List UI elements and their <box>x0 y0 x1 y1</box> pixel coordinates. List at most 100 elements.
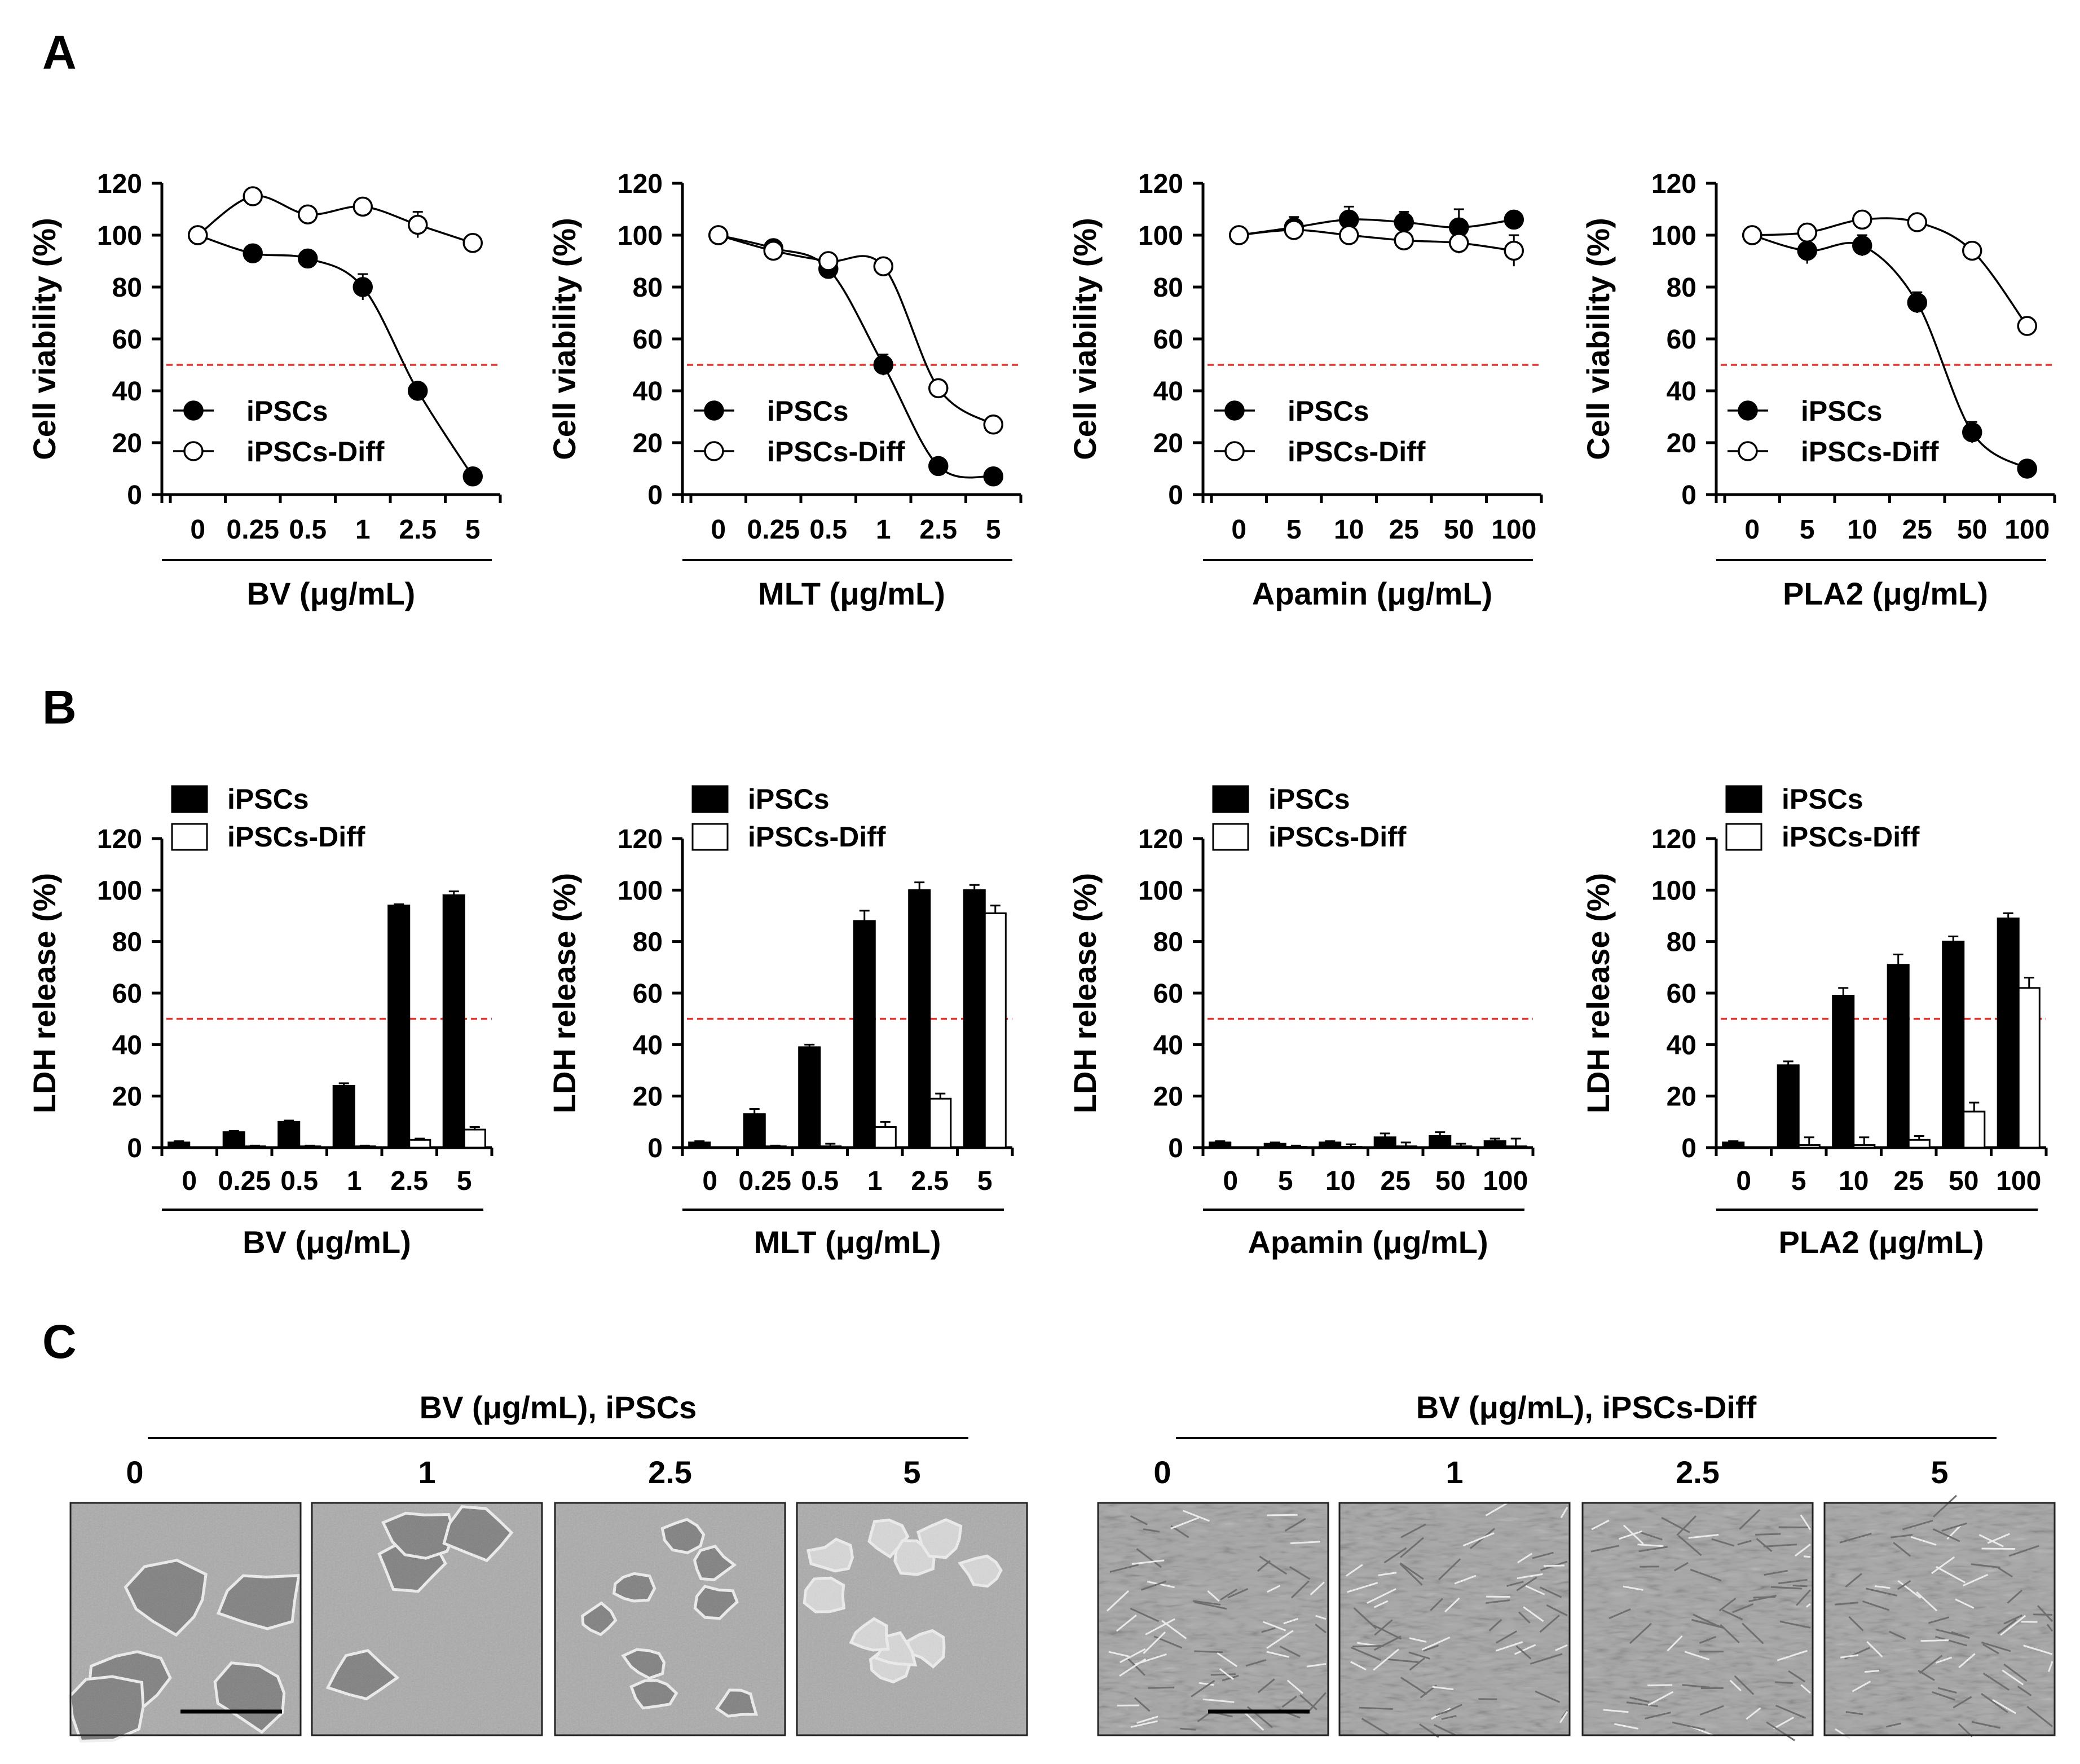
cell-fiber <box>1543 1564 1565 1567</box>
cell-fiber <box>1992 1699 2017 1714</box>
cell-fiber <box>1261 1627 1276 1633</box>
micrograph-dose-label: 1 <box>1446 1454 1463 1490</box>
cell-fiber <box>1257 1678 1275 1694</box>
cell-fiber <box>1794 1544 1811 1557</box>
cell-fiber <box>1517 1553 1533 1564</box>
cell-fiber <box>1691 1619 1725 1629</box>
point-ipscs-diff-0 <box>708 225 729 245</box>
cell-fiber <box>1143 1528 1160 1533</box>
point-ipscs-diff-1 <box>873 256 893 276</box>
point-ipscs-diff-100 <box>1504 240 1524 261</box>
cell-fiber <box>1626 1701 1658 1708</box>
cell-fiber <box>1373 1600 1389 1608</box>
y-tick-label: 100 <box>97 221 142 251</box>
x-axis-label: PLA2 (μg/mL) <box>1783 576 1988 611</box>
y-axis-label: LDH release (%) <box>1580 873 1616 1113</box>
cell-fiber <box>1722 1609 1743 1621</box>
cell-fiber <box>2003 1615 2023 1625</box>
cell-fiber <box>1130 1515 1148 1525</box>
cell-fiber <box>1865 1587 1897 1597</box>
cell-fiber <box>1981 1692 2008 1713</box>
cell-fiber <box>1310 1581 1325 1595</box>
legend-label-ipscs-diff: iPSCs-Diff <box>246 436 385 468</box>
point-ipscs-diff-5 <box>1284 220 1304 240</box>
legend-label-ipscs: iPSCs <box>246 395 328 427</box>
x-tick-label: 0 <box>1223 1166 1238 1196</box>
y-tick-label: 40 <box>1667 377 1696 407</box>
point-ipscs-diff-10 <box>1339 225 1359 245</box>
legend-label-ipscs: iPSCs <box>1782 783 1863 815</box>
cell-fiber <box>1699 1635 1716 1644</box>
cell-fiber <box>1932 1691 1955 1701</box>
micrograph-fibroblast-like-5 <box>1823 1494 2056 1739</box>
cell-fiber <box>1852 1681 1871 1692</box>
cell-fiber <box>1937 1687 1957 1694</box>
y-tick-label: 100 <box>97 876 142 906</box>
legend-swatch-ipscs <box>1212 785 1249 813</box>
cell-fiber <box>1266 1630 1294 1649</box>
micrograph-border <box>1823 1502 2056 1736</box>
y-tick-label: 80 <box>633 273 663 303</box>
x-axis-label: Apamin (μg/mL) <box>1252 576 1492 611</box>
cell-fiber <box>2026 1705 2053 1727</box>
cell-fiber <box>1629 1622 1652 1644</box>
cell-fiber <box>1936 1566 1966 1584</box>
cell-fiber <box>1609 1608 1631 1620</box>
y-tick-label: 20 <box>1667 429 1696 458</box>
cell-fiber <box>1982 1643 1999 1655</box>
point-ipscs-diff-0-5 <box>818 251 839 271</box>
cell-fiber <box>1385 1658 1419 1663</box>
bar-ipscs-5 <box>1777 1064 1800 1149</box>
legend-label-ipscs: iPSCs <box>748 783 830 815</box>
cell-fiber <box>1299 1694 1317 1710</box>
cell-fiber <box>1485 1501 1510 1516</box>
cell-fiber <box>1778 1578 1808 1585</box>
y-tick-label: 60 <box>1667 979 1696 1009</box>
y-tick-label: 60 <box>1153 325 1183 355</box>
cell-fiber <box>1136 1716 1158 1724</box>
micrograph-fibroblast-like-1 <box>1338 1501 1571 1738</box>
x-tick-label: 2.5 <box>390 1166 428 1196</box>
cell-fiber <box>1378 1572 1397 1576</box>
cell-fiber <box>1729 1679 1742 1692</box>
point-ipscs-diff-5 <box>1797 222 1817 243</box>
y-tick-label: 100 <box>1651 221 1696 251</box>
point-ipscs-diff-50 <box>1449 233 1469 253</box>
cell-fiber <box>1182 1510 1210 1522</box>
y-tick-label: 60 <box>112 979 142 1009</box>
cell-fiber <box>1516 1576 1537 1591</box>
x-tick-label: 1 <box>347 1166 362 1196</box>
y-tick-label: 40 <box>1667 1030 1696 1060</box>
cell-fiber <box>1998 1567 2013 1578</box>
point-ipscs-25 <box>1394 212 1414 232</box>
legend-swatch-ipscs <box>1725 785 1762 813</box>
cell-fiber <box>1515 1645 1532 1660</box>
x-tick-label: 100 <box>2004 515 2050 545</box>
cell-fiber <box>1800 1514 1812 1531</box>
x-tick-label: 5 <box>1278 1166 1293 1196</box>
cell-fiber <box>1119 1658 1147 1677</box>
y-tick-label: 0 <box>1681 1134 1696 1163</box>
cell-fiber <box>1423 1644 1439 1652</box>
y-tick-label: 40 <box>633 377 663 407</box>
y-tick-label: 120 <box>97 169 142 199</box>
bar-ipscs-0-25 <box>222 1131 245 1149</box>
y-axis-label: Cell viability (%) <box>1580 218 1616 460</box>
legend-label-ipscs-diff: iPSCs-Diff <box>1268 821 1407 853</box>
cell-fiber <box>1194 1601 1227 1610</box>
legend-label-ipscs: iPSCs <box>227 783 309 815</box>
cell-fiber <box>1770 1586 1803 1590</box>
x-tick-label: 25 <box>1381 1166 1411 1196</box>
series-line-ipscs-diff <box>1752 217 2028 327</box>
cell-fiber <box>1106 1590 1130 1612</box>
cell-fiber <box>1279 1645 1301 1657</box>
cell-fiber <box>1647 1691 1674 1706</box>
y-tick-label: 40 <box>633 1030 663 1060</box>
x-axis-label: BV (μg/mL) <box>247 576 416 611</box>
y-tick-label: 20 <box>1667 1082 1696 1112</box>
legend-label-ipscs: iPSCs <box>1268 783 1350 815</box>
cell-fiber <box>1742 1622 1764 1644</box>
cell-fiber <box>1559 1711 1568 1723</box>
x-tick-label: 50 <box>1444 515 1474 545</box>
cell-fiber <box>1518 1611 1531 1624</box>
